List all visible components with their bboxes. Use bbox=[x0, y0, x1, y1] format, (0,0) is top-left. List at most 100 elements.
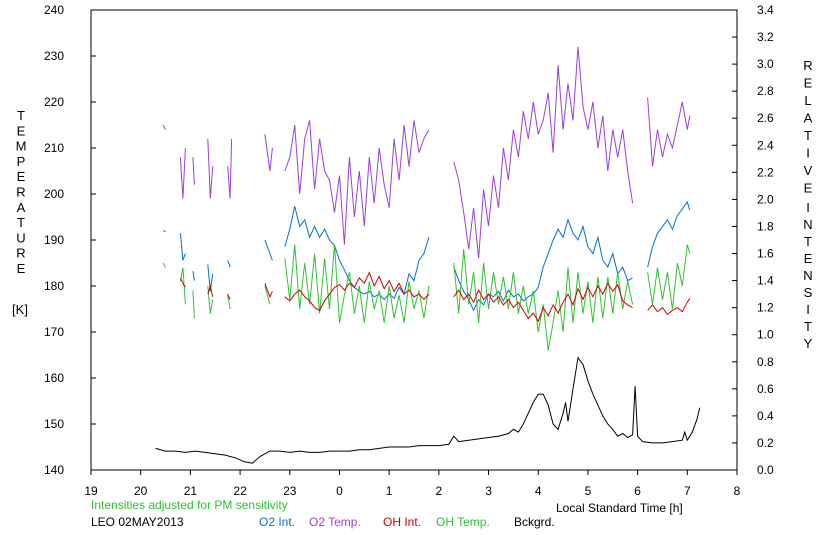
right-label-letter: R bbox=[803, 58, 812, 73]
right-label-letter: E bbox=[804, 76, 813, 91]
series-oh-temp-segment-8 bbox=[647, 244, 691, 310]
series-o2-int-segment-1 bbox=[179, 233, 186, 261]
series-o2-temp-segment-1 bbox=[179, 147, 186, 199]
left-tick-label: 160 bbox=[44, 371, 64, 385]
series-o2-temp-segment-0 bbox=[162, 124, 166, 130]
right-tick-label: 0.0 bbox=[757, 463, 774, 477]
right-tick-label: 0.4 bbox=[757, 409, 774, 423]
series-layer bbox=[155, 46, 701, 464]
right-tick-label: 1.8 bbox=[757, 219, 774, 233]
series-o2-int-segment-8 bbox=[647, 201, 691, 268]
station-date: LEO 02MAY2013 bbox=[91, 515, 184, 529]
left-tick-label: 180 bbox=[44, 279, 64, 293]
x-tick-label: 4 bbox=[535, 484, 542, 498]
left-label-letter: U bbox=[16, 230, 25, 245]
left-tick-label: 190 bbox=[44, 233, 64, 247]
right-tick-label: 0.8 bbox=[757, 355, 774, 369]
right-label-letter: E bbox=[804, 251, 813, 266]
right-label-letter: N bbox=[803, 217, 812, 232]
left-label-letter: T bbox=[17, 108, 25, 123]
right-tick-label: 1.2 bbox=[757, 301, 774, 315]
right-label-letter: V bbox=[804, 163, 813, 178]
right-tick-label: 3.2 bbox=[757, 30, 774, 44]
left-axis-unit: [K] bbox=[12, 302, 28, 317]
x-tick-label: 23 bbox=[283, 484, 297, 498]
series-o2-temp-segment-8 bbox=[647, 97, 691, 167]
left-tick-label: 150 bbox=[44, 417, 64, 431]
right-tick-label: 1.6 bbox=[757, 247, 774, 261]
series-o2-int-segment-2 bbox=[192, 271, 195, 281]
left-label-letter: E bbox=[17, 169, 26, 184]
sensitivity-note: Intensities adjusted for PM sensitivity bbox=[91, 498, 288, 512]
right-label-letter: I bbox=[806, 200, 810, 215]
legend-o2-int: O2 Int. bbox=[259, 515, 296, 529]
left-label-letter: T bbox=[17, 215, 25, 230]
right-label-letter: I bbox=[806, 302, 810, 317]
x-tick-label: 5 bbox=[585, 484, 592, 498]
series-o2-int-segment-5 bbox=[264, 239, 273, 261]
x-tick-label: 1 bbox=[386, 484, 393, 498]
plot-frame bbox=[90, 9, 738, 471]
left-tick-label: 200 bbox=[44, 187, 64, 201]
left-tick-label: 240 bbox=[44, 3, 64, 17]
left-label-letter: E bbox=[17, 261, 26, 276]
right-tick-label: 3.0 bbox=[757, 57, 774, 71]
left-tick-label: 220 bbox=[44, 95, 64, 109]
left-label-letter: P bbox=[17, 154, 26, 169]
series-o2-temp-segment-2 bbox=[192, 157, 195, 185]
left-tick-label: 210 bbox=[44, 141, 64, 155]
series-o2-int-segment-4 bbox=[227, 260, 231, 268]
x-tick-label: 20 bbox=[134, 484, 148, 498]
left-axis-ticks: 140 150 160 170 180 190 200 210 220 230 240 bbox=[44, 3, 96, 477]
series-oh-temp-segment-1 bbox=[179, 267, 186, 305]
legend-oh-int: OH Int. bbox=[383, 515, 422, 529]
x-tick-label: 19 bbox=[84, 484, 98, 498]
series-oh-temp-segment-6 bbox=[284, 244, 430, 323]
x-tick-label: 21 bbox=[184, 484, 198, 498]
right-tick-label: 2.2 bbox=[757, 165, 774, 179]
right-tick-label: 2.0 bbox=[757, 192, 774, 206]
x-axis-label: Local Standard Time [h] bbox=[556, 501, 683, 515]
x-tick-label: 3 bbox=[485, 484, 492, 498]
series-oh-temp-segment-3 bbox=[207, 285, 214, 314]
right-tick-label: 0.2 bbox=[757, 436, 774, 450]
series-oh-temp-segment-5 bbox=[264, 285, 271, 305]
series-o2-temp-segment-5 bbox=[264, 134, 273, 172]
x-axis-ticks: 19 20 21 22 23 0 1 2 3 4 5 6 7 8 bbox=[84, 470, 741, 498]
left-tick-label: 230 bbox=[44, 49, 64, 63]
right-label-letter: T bbox=[804, 319, 812, 334]
right-label-letter: L bbox=[804, 93, 811, 108]
right-label-letter: A bbox=[804, 111, 813, 126]
legend-bckgrd: Bckgrd. bbox=[514, 515, 555, 529]
series-o2-int-segment-0 bbox=[162, 230, 166, 233]
left-tick-label: 170 bbox=[44, 325, 64, 339]
x-tick-label: 6 bbox=[634, 484, 641, 498]
right-tick-label: 2.4 bbox=[757, 138, 774, 152]
series-o2-temp-segment-6 bbox=[284, 120, 430, 245]
right-label-letter: N bbox=[803, 268, 812, 283]
right-tick-label: 2.8 bbox=[757, 84, 774, 98]
series-oh-temp-segment-7 bbox=[453, 249, 634, 351]
series-oh-temp-segment-0 bbox=[162, 262, 166, 268]
series-o2-int-segment-6 bbox=[284, 206, 430, 301]
right-tick-label: 1.0 bbox=[757, 328, 774, 342]
series-o2-int-segment-7 bbox=[453, 218, 633, 312]
left-label-letter: M bbox=[16, 139, 27, 154]
x-tick-label: 22 bbox=[233, 484, 247, 498]
series-oh-temp-segment-2 bbox=[192, 290, 195, 319]
series-oh-int-segment-3 bbox=[264, 283, 273, 299]
series-o2-temp-segment-4 bbox=[227, 138, 233, 199]
right-label-letter: T bbox=[804, 234, 812, 249]
series-oh-int-segment-5 bbox=[453, 282, 633, 323]
right-label-letter: I bbox=[806, 146, 810, 161]
left-label-letter: R bbox=[16, 185, 25, 200]
right-axis-ticks: 0.0 0.2 0.4 0.6 0.8 1.0 1.2 1.4 1.6 1.8 2.0 2.2 2.4 2… bbox=[732, 3, 774, 477]
series-o2-int-segment-3 bbox=[207, 264, 214, 292]
left-label-letter: R bbox=[16, 246, 25, 261]
x-tick-label: 2 bbox=[436, 484, 443, 498]
series-o2-temp-segment-7 bbox=[453, 46, 634, 259]
series-bckgrd-segment-0 bbox=[155, 356, 701, 464]
